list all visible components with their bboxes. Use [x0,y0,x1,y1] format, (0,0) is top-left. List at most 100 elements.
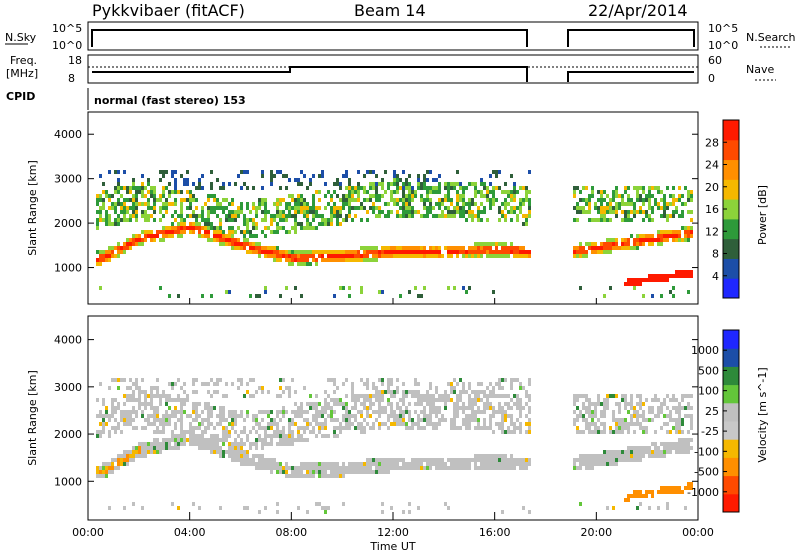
echo-cell [447,382,450,386]
echo-cell [456,246,459,250]
echo-cell [306,258,309,262]
echo-cell [426,418,429,422]
echo-cell [324,506,327,510]
echo-cell [375,198,378,202]
echo-cell [117,222,120,226]
echo-cell [261,418,264,422]
echo-cell [489,202,492,206]
echo-cell [348,202,351,206]
echo-cell [306,202,309,206]
echo-cell [159,422,162,426]
echo-cell [363,258,366,262]
echo-cell [180,430,183,434]
echo-cell [297,254,300,258]
echo-cell [282,466,285,470]
echo-cell [117,186,120,190]
echo-cell [120,410,123,414]
echo-cell [459,426,462,430]
echo-cell [687,190,690,194]
echo-cell [648,186,651,190]
echo-cell [153,418,156,422]
echo-cell [288,390,291,394]
echo-cell [588,210,591,214]
echo-cell [507,202,510,206]
echo-cell [525,402,528,406]
echo-cell [582,414,585,418]
echo-cell [288,434,291,438]
echo-cell [627,402,630,406]
echo-cell [201,234,204,238]
echo-cell [516,218,519,222]
echo-cell [648,410,651,414]
echo-cell [645,234,648,238]
echo-cell [600,250,603,254]
echo-cell [150,450,153,454]
echo-cell [588,194,591,198]
echo-cell [345,254,348,258]
echo-cell [525,458,528,462]
echo-cell [261,210,264,214]
echo-cell [411,390,414,394]
echo-cell [300,466,303,470]
echo-cell [120,378,123,382]
echo-cell [276,422,279,426]
echo-cell [174,198,177,202]
echo-cell [420,214,423,218]
echo-cell [321,474,324,478]
echo-cell [240,458,243,462]
colorbar-segment [723,179,739,200]
echo-cell [144,402,147,406]
echo-cell [390,466,393,470]
echo-cell [240,430,243,434]
echo-cell [345,214,348,218]
echo-cell [675,398,678,402]
station-title: Pykkvibaer (fitACF) [92,1,245,20]
echo-cell [501,242,504,246]
echo-cell [663,442,666,446]
echo-cell [315,402,318,406]
echo-cell [255,446,258,450]
echo-cell [162,190,165,194]
echo-cell [495,250,498,254]
echo-cell [264,442,267,446]
echo-cell [477,454,480,458]
echo-cell [255,222,258,226]
echo-cell [687,290,690,294]
echo-cell [264,458,267,462]
echo-cell [144,450,147,454]
echo-cell [378,250,381,254]
echo-cell [285,470,288,474]
echo-cell [258,206,261,210]
echo-cell [366,394,369,398]
echo-cell [591,410,594,414]
echo-cell [306,418,309,422]
echo-cell [300,414,303,418]
echo-cell [672,186,675,190]
echo-cell [234,410,237,414]
echo-cell [447,182,450,186]
echo-cell [432,190,435,194]
echo-cell [252,222,255,226]
echo-cell [672,234,675,238]
echo-cell [342,418,345,422]
echo-cell [594,202,597,206]
echo-cell [129,246,132,250]
echo-cell [384,406,387,410]
echo-cell [123,210,126,214]
x-tick-label: 00:00 [72,526,104,539]
echo-cell [348,194,351,198]
echo-cell [345,422,348,426]
echo-cell [663,238,666,242]
echo-cell [606,394,609,398]
echo-cell [408,182,411,186]
echo-cell [114,254,117,258]
echo-cell [174,230,177,234]
echo-cell [261,202,264,206]
echo-cell [426,394,429,398]
echo-cell [249,430,252,434]
echo-cell [510,218,513,222]
echo-cell [498,462,501,466]
echo-cell [498,210,501,214]
echo-cell [132,186,135,190]
echo-cell [573,418,576,422]
